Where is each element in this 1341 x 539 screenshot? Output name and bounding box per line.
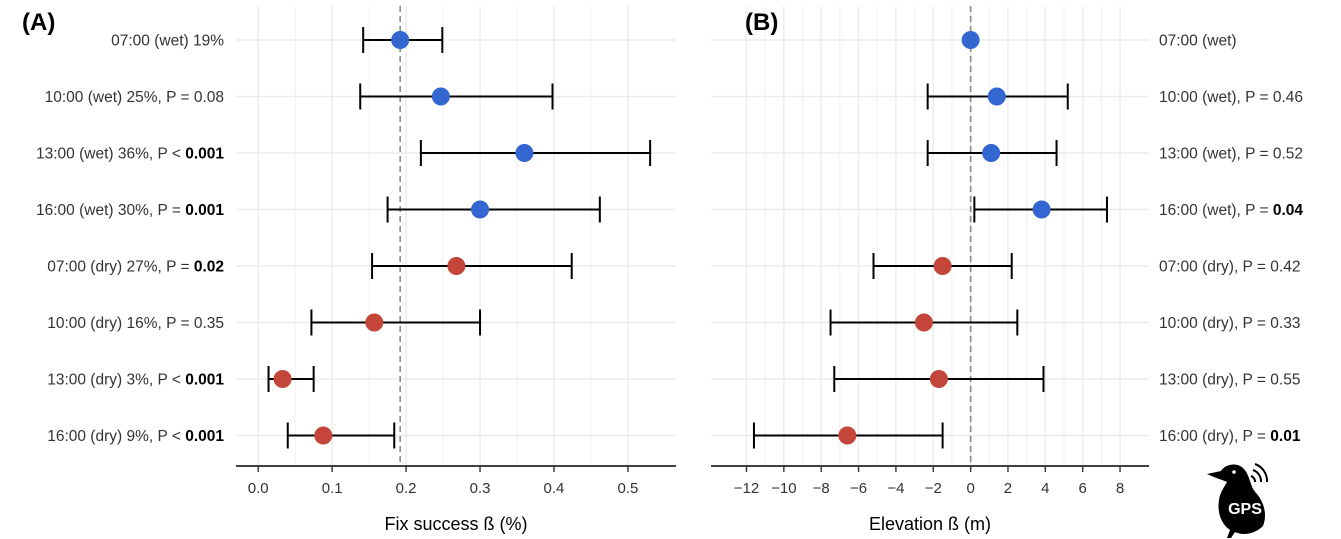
row-label-p-value: 0.001: [185, 428, 224, 445]
row-label-p-value: 0.001: [185, 202, 224, 219]
row-label: 16:00 (dry) 9%, P < 0.001: [47, 428, 224, 445]
row-label: 07:00 (dry), P = 0.42: [1159, 259, 1300, 276]
row-label-text: 13:00 (dry), P = 0.55: [1159, 372, 1300, 389]
x-tick-label: 0.5: [618, 480, 639, 497]
panel-label: (B): [745, 9, 778, 36]
data-point-dry: [273, 370, 292, 388]
row-label-text: 13:00 (wet) 36%, P <: [36, 146, 185, 163]
data-point-wet: [987, 87, 1006, 106]
x-axis-title: Fix success ß (%): [384, 514, 527, 534]
data-point-wet: [982, 144, 1001, 162]
row-label-text: 07:00 (dry), P = 0.42: [1159, 259, 1300, 276]
row-label: 07:00 (wet) 19%: [111, 33, 224, 50]
data-point-dry: [914, 313, 933, 332]
row-label-text: 10:00 (wet) 25%, P = 0.08: [45, 89, 224, 106]
row-label-text: 16:00 (wet), P =: [1159, 202, 1273, 219]
row-label: 13:00 (wet) 36%, P < 0.001: [36, 146, 224, 163]
panel-b: 07:00 (wet) 10:00 (wet), P = 0.46 13:00 (w…: [711, 6, 1303, 534]
x-tick-label: −10: [771, 480, 796, 497]
x-tick-label: 0.2: [396, 480, 417, 497]
data-point-wet: [431, 87, 450, 106]
data-point-wet: [961, 31, 980, 49]
row-label: 07:00 (wet): [1159, 33, 1237, 50]
data-point-dry: [447, 257, 466, 275]
x-tick-label: 6: [1079, 480, 1087, 497]
row-label: 16:00 (wet), P = 0.04: [1159, 202, 1303, 219]
x-tick-label: 0.1: [322, 480, 343, 497]
row-label: 16:00 (dry), P = 0.01: [1159, 428, 1301, 445]
logo: GPS: [1207, 463, 1269, 538]
row-label: 10:00 (wet) 25%, P = 0.08: [45, 89, 224, 106]
x-tick-label: 0.0: [248, 480, 269, 497]
x-axis-title: Elevation ß (m): [869, 514, 991, 534]
row-label: 13:00 (dry), P = 0.55: [1159, 372, 1300, 389]
x-tick-label: 0.3: [470, 480, 491, 497]
row-label-p-value: 0.001: [185, 146, 224, 163]
bird-gps-icon: [1207, 463, 1269, 538]
x-tick-label: −12: [734, 480, 759, 497]
row-label: 10:00 (wet), P = 0.46: [1159, 89, 1303, 106]
row-label-text: 07:00 (dry) 27%, P =: [47, 259, 194, 276]
row-label-p-value: 0.01: [1270, 428, 1301, 445]
logo-text: GPS: [1228, 501, 1262, 518]
panel-a: 07:00 (wet) 19% 10:00 (wet) 25%, P = 0.08…: [22, 6, 676, 534]
data-point-dry: [838, 426, 857, 445]
x-tick-label: 2: [1004, 480, 1012, 497]
panel-label: (A): [22, 9, 55, 36]
row-label-text: 16:00 (wet) 30%, P =: [36, 202, 185, 219]
row-label-text: 13:00 (dry) 3%, P <: [47, 372, 185, 389]
row-label-text: 10:00 (wet), P = 0.46: [1159, 89, 1303, 106]
x-tick-label: −6: [850, 480, 867, 497]
row-label-p-value: 0.001: [185, 372, 224, 389]
row-label: 13:00 (dry) 3%, P < 0.001: [47, 372, 224, 389]
row-label: 10:00 (dry) 16%, P = 0.35: [47, 315, 224, 332]
row-label-p-value: 0.04: [1273, 202, 1304, 219]
row-label: 16:00 (wet) 30%, P = 0.001: [36, 202, 224, 219]
row-label-text: 10:00 (dry) 16%, P = 0.35: [47, 315, 224, 332]
x-tick-label: −2: [925, 480, 942, 497]
x-tick-label: −4: [887, 480, 904, 497]
data-point-dry: [929, 370, 948, 388]
x-tick-label: 0: [966, 480, 974, 497]
x-tick-label: −8: [813, 480, 830, 497]
row-label: 13:00 (wet), P = 0.52: [1159, 146, 1303, 163]
data-point-wet: [471, 200, 490, 219]
x-tick-label: 8: [1116, 480, 1124, 497]
row-label: 10:00 (dry), P = 0.33: [1159, 315, 1300, 332]
row-label-text: 16:00 (dry), P =: [1159, 428, 1270, 445]
data-point-wet: [391, 31, 410, 49]
row-label-p-value: 0.02: [194, 259, 224, 276]
data-point-wet: [1032, 200, 1051, 219]
data-point-wet: [515, 144, 534, 162]
data-point-dry: [365, 313, 384, 332]
row-label-text: 07:00 (wet): [1159, 33, 1237, 50]
data-point-dry: [314, 426, 333, 445]
row-label: 07:00 (dry) 27%, P = 0.02: [47, 259, 224, 276]
data-point-dry: [933, 257, 952, 275]
row-label-text: 10:00 (dry), P = 0.33: [1159, 315, 1300, 332]
x-tick-label: 4: [1041, 480, 1049, 497]
row-label-text: 07:00 (wet) 19%: [111, 33, 224, 50]
row-label-text: 16:00 (dry) 9%, P <: [47, 428, 185, 445]
x-tick-label: 0.4: [544, 480, 565, 497]
row-label-text: 13:00 (wet), P = 0.52: [1159, 146, 1303, 163]
